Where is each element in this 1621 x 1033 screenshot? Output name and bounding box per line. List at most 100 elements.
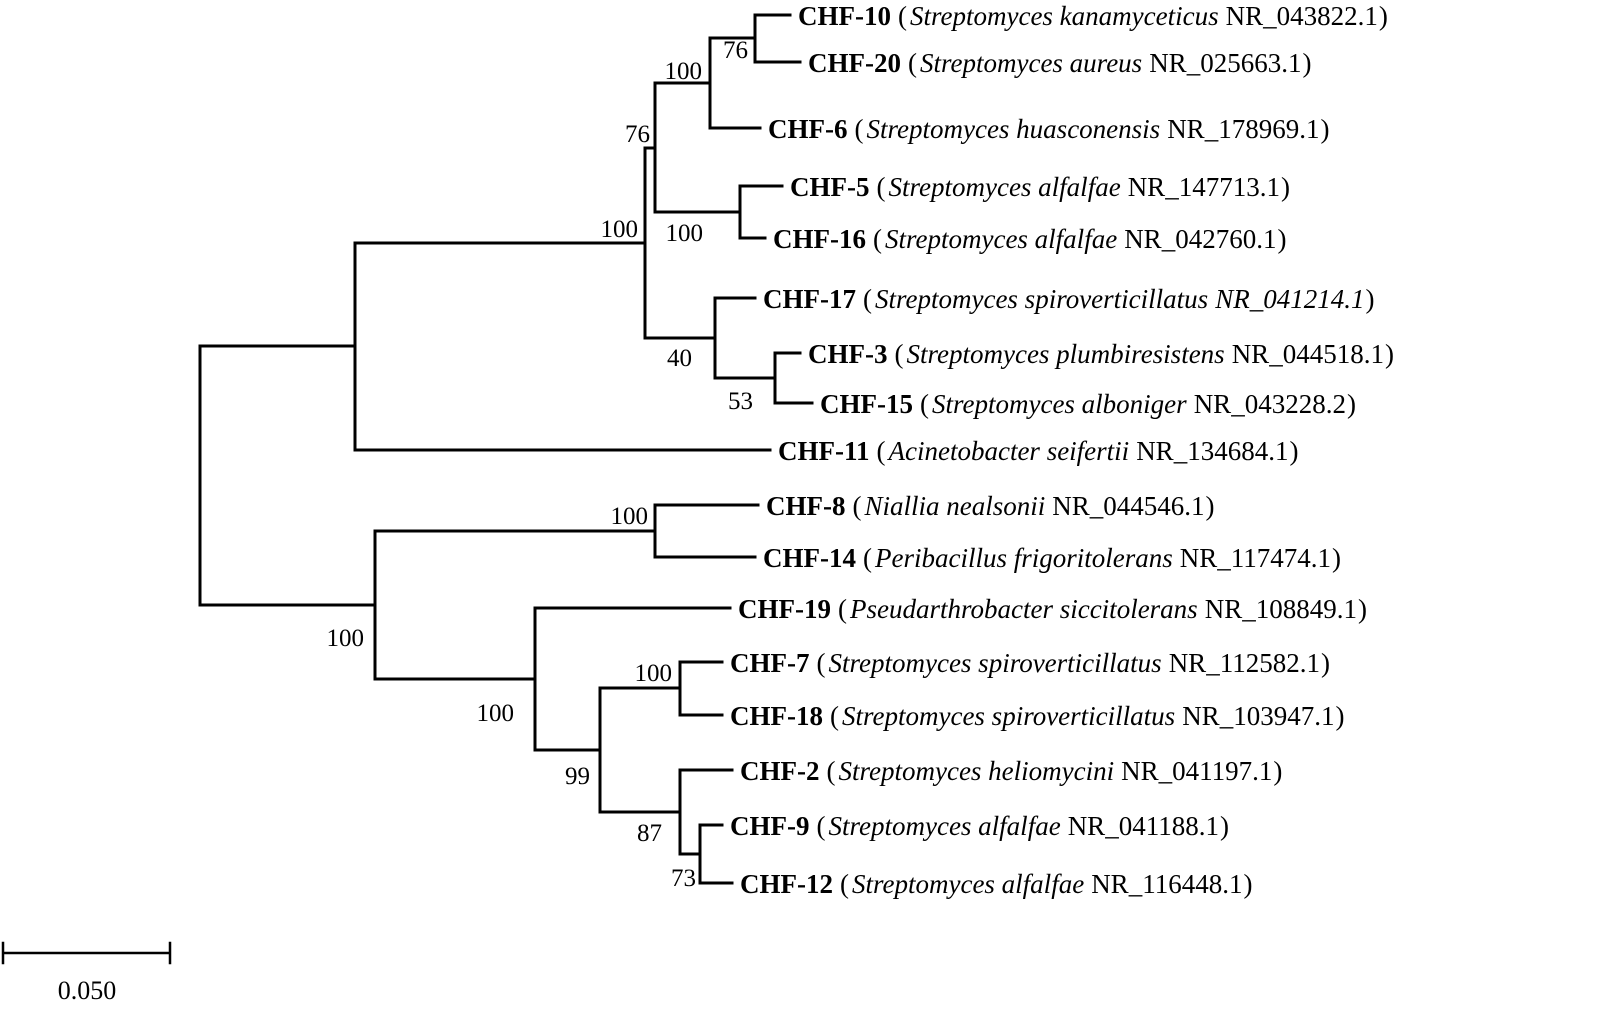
open-paren: ( [840, 869, 849, 899]
taxon-label-chf-12: CHF-12(Streptomyces alfalfae NR_116448.1) [740, 869, 1252, 899]
strain-name: CHF-19 [738, 594, 831, 624]
strain-name: CHF-16 [773, 224, 866, 254]
close-paren: ) [1332, 543, 1341, 573]
bootstrap-value-upper-subclade: 76 [625, 121, 650, 148]
taxon-label-chf-18: CHF-18(Streptomyces spiroverticillatus NR… [730, 701, 1344, 731]
fork-chf10-chf20 [753, 13, 802, 64]
strain-name: CHF-5 [790, 172, 869, 202]
species-name: Streptomyces plumbiresistens [906, 339, 1224, 369]
strain-name: CHF-20 [808, 48, 901, 78]
open-paren: ( [863, 284, 872, 314]
bootstrap-value-chf8-chf14: 100 [611, 503, 649, 530]
close-paren: ) [1206, 491, 1215, 521]
bootstrap-value-chf17-group: 40 [667, 345, 692, 372]
accession: NR_041188.1 [1068, 811, 1219, 841]
fork-chf9-chf12 [698, 823, 734, 885]
species-name: Streptomyces kanamyceticus [910, 1, 1219, 31]
species-name: Streptomyces alfalfae [888, 172, 1120, 202]
species-name: Streptomyces heliomycini [838, 756, 1114, 786]
open-paren: ( [873, 224, 882, 254]
open-paren: ( [852, 491, 861, 521]
strain-name: CHF-7 [730, 648, 809, 678]
species-name: Peribacillus frigoritolerans [874, 543, 1173, 573]
close-paren: ) [1365, 284, 1374, 314]
close-paren: ) [1320, 114, 1329, 144]
accession: NR_041197.1 [1121, 756, 1272, 786]
bootstrap-value-chf7-chf18: 100 [635, 660, 673, 687]
accession: NR_042760.1 [1124, 224, 1276, 254]
close-paren: ) [1277, 224, 1286, 254]
accession: NR_044546.1 [1052, 491, 1204, 521]
strain-name: CHF-9 [730, 811, 809, 841]
species-name: Streptomyces spiroverticillatus [842, 701, 1175, 731]
accession: NR_025663.1 [1149, 48, 1301, 78]
accession: NR_112582.1 [1169, 648, 1320, 678]
species-name: Streptomyces spiroverticillatus [875, 284, 1208, 314]
bootstrap-value-chf3-chf15: 53 [728, 388, 753, 415]
accession: NR_044518.1 [1232, 339, 1384, 369]
open-paren: ( [876, 172, 885, 202]
open-paren: ( [816, 648, 825, 678]
accession: NR_043228.2 [1194, 389, 1346, 419]
taxon-label-chf-6: CHF-6(Streptomyces huasconensis NR_178969… [768, 114, 1329, 144]
fork-chf8-chf14 [653, 503, 760, 559]
strain-name: CHF-10 [798, 1, 891, 31]
fork-chf2-group [678, 768, 734, 856]
accession: NR_103947.1 [1182, 701, 1334, 731]
taxon-label-chf-5: CHF-5(Streptomyces alfalfae NR_147713.1) [790, 172, 1290, 202]
scale-bar-line [1, 941, 172, 965]
bootstrap-value-chf2-group: 87 [637, 820, 662, 847]
bootstrap-value-upper-clade: 100 [601, 216, 639, 243]
taxon-label-chf-11: CHF-11(Acinetobacter seifertii NR_134684.… [778, 436, 1298, 466]
open-paren: ( [920, 389, 929, 419]
bootstrap-value-chf10-20-6: 100 [665, 58, 703, 85]
species-name: Streptomyces huasconensis [866, 114, 1160, 144]
strain-name: CHF-6 [768, 114, 847, 144]
strain-name: CHF-8 [766, 491, 845, 521]
bootstrap-value-lower-strep: 99 [565, 763, 590, 790]
bootstrap-value-lower-major: 100 [327, 625, 365, 652]
open-paren: ( [854, 114, 863, 144]
taxon-label-chf-8: CHF-8(Niallia nealsonii NR_044546.1) [766, 491, 1215, 521]
strain-name: CHF-18 [730, 701, 823, 731]
accession: NR_117474.1 [1180, 543, 1331, 573]
open-paren: ( [838, 594, 847, 624]
open-paren: ( [877, 436, 886, 466]
close-paren: ) [1281, 172, 1290, 202]
scale-bar-label: 0.050 [58, 976, 117, 1005]
taxon-label-chf-16: CHF-16(Streptomyces alfalfae NR_042760.1) [773, 224, 1286, 254]
species-name: Streptomyces alfalfae [852, 869, 1084, 899]
taxon-label-chf-3: CHF-3(Streptomyces plumbiresistens NR_044… [808, 339, 1394, 369]
strain-name: CHF-2 [740, 756, 819, 786]
close-paren: ) [1302, 48, 1311, 78]
accession: NR_116448.1 [1091, 869, 1242, 899]
taxon-label-chf-14: CHF-14(Peribacillus frigoritolerans NR_11… [763, 543, 1341, 573]
species-name: Streptomyces alboniger [932, 389, 1187, 419]
taxon-label-chf-7: CHF-7(Streptomyces spiroverticillatus NR_… [730, 648, 1330, 678]
bootstrap-value-chf10-chf20: 76 [723, 37, 748, 64]
bootstrap-value-chf19-group: 100 [477, 700, 515, 727]
species-name: Streptomyces spiroverticillatus [828, 648, 1161, 678]
open-paren: ( [908, 48, 917, 78]
fork-chf7-chf18 [678, 660, 724, 717]
accession: NR_134684.1 [1136, 436, 1288, 466]
taxon-label-chf-17: CHF-17(Streptomyces spiroverticillatus NR… [763, 284, 1374, 314]
strain-name: CHF-14 [763, 543, 856, 573]
open-paren: ( [863, 543, 872, 573]
taxon-label-chf-2: CHF-2(Streptomyces heliomycini NR_041197.… [740, 756, 1282, 786]
accession: NR_178969.1 [1167, 114, 1319, 144]
bootstrap-value-chf9-chf12: 73 [671, 865, 696, 892]
accession: NR_041214.1 [1214, 284, 1364, 314]
species-name: Niallia nealsonii [863, 491, 1045, 521]
taxon-label-chf-15: CHF-15(Streptomyces alboniger NR_043228.2… [820, 389, 1356, 419]
tree-branches [1, 13, 814, 965]
strain-name: CHF-17 [763, 284, 856, 314]
accession: NR_147713.1 [1128, 172, 1280, 202]
taxon-label-chf-9: CHF-9(Streptomyces alfalfae NR_041188.1) [730, 811, 1229, 841]
fork-chf10-20-with-chf6 [708, 36, 762, 130]
species-name: Streptomyces aureus [920, 48, 1142, 78]
species-name: Acinetobacter seifertii [887, 436, 1130, 466]
open-paren: ( [894, 339, 903, 369]
